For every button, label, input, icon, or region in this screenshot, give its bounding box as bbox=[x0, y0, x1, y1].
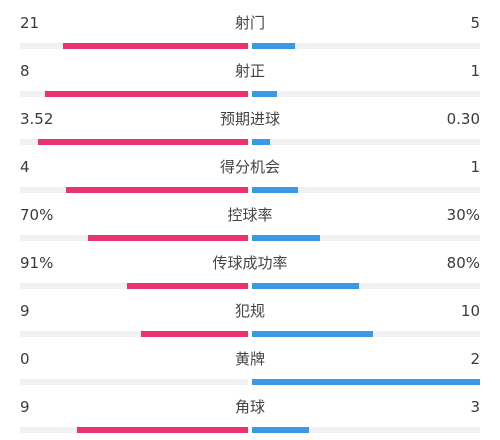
away-bar bbox=[252, 379, 480, 385]
home-bar bbox=[45, 91, 248, 97]
home-bar bbox=[63, 43, 248, 49]
away-bar bbox=[252, 91, 277, 97]
stat-label: 角球 bbox=[234, 398, 265, 416]
home-value: 9 bbox=[20, 398, 30, 416]
away-bar bbox=[252, 187, 298, 193]
home-bar bbox=[127, 283, 248, 289]
home-bar bbox=[77, 427, 248, 433]
stat-row-yellow-cards: 0 黄牌 2 bbox=[0, 340, 500, 388]
home-value: 9 bbox=[20, 302, 30, 320]
home-value: 4 bbox=[20, 158, 30, 176]
stat-row-scoring-chances: 4 得分机会 1 bbox=[0, 148, 500, 196]
stat-row-corners: 9 角球 3 bbox=[0, 388, 500, 436]
away-bar bbox=[252, 43, 295, 49]
home-bar-track bbox=[20, 139, 248, 145]
away-bar bbox=[252, 235, 320, 241]
away-bar-track bbox=[252, 139, 480, 145]
home-bar-track bbox=[20, 283, 248, 289]
stat-row-shots: 21 射门 5 bbox=[0, 4, 500, 52]
stat-label: 控球率 bbox=[227, 206, 273, 224]
stat-label: 射正 bbox=[234, 62, 265, 80]
home-value: 3.52 bbox=[20, 110, 54, 128]
away-bar bbox=[252, 331, 373, 337]
home-bar-track bbox=[20, 235, 248, 241]
away-bar-track bbox=[252, 427, 480, 433]
home-value: 91% bbox=[20, 254, 54, 272]
away-value: 30% bbox=[446, 206, 480, 224]
home-bar bbox=[141, 331, 248, 337]
stat-label: 传球成功率 bbox=[212, 254, 288, 272]
away-value: 2 bbox=[470, 350, 480, 368]
away-bar-track bbox=[252, 283, 480, 289]
away-value: 5 bbox=[470, 14, 480, 32]
stat-label: 黄牌 bbox=[234, 350, 265, 368]
home-bar-track bbox=[20, 91, 248, 97]
stat-row-fouls: 9 犯规 10 bbox=[0, 292, 500, 340]
away-bar bbox=[252, 283, 359, 289]
stat-row-shots-on-target: 8 射正 1 bbox=[0, 52, 500, 100]
away-bar-track bbox=[252, 379, 480, 385]
away-value: 3 bbox=[470, 398, 480, 416]
away-bar bbox=[252, 427, 309, 433]
away-bar-track bbox=[252, 235, 480, 241]
stat-row-pass-accuracy: 91% 传球成功率 80% bbox=[0, 244, 500, 292]
away-bar-track bbox=[252, 331, 480, 337]
home-value: 0 bbox=[20, 350, 30, 368]
home-value: 21 bbox=[20, 14, 40, 32]
home-bar bbox=[88, 235, 248, 241]
stat-label: 预期进球 bbox=[219, 110, 280, 128]
away-value: 1 bbox=[470, 62, 480, 80]
away-bar bbox=[252, 139, 270, 145]
away-bar-track bbox=[252, 187, 480, 193]
home-bar bbox=[66, 187, 248, 193]
away-value: 10 bbox=[460, 302, 480, 320]
home-value: 70% bbox=[20, 206, 54, 224]
away-value: 0.30 bbox=[446, 110, 480, 128]
home-bar-track bbox=[20, 427, 248, 433]
home-bar-track bbox=[20, 331, 248, 337]
home-bar-track bbox=[20, 379, 248, 385]
home-bar bbox=[38, 139, 248, 145]
away-value: 80% bbox=[446, 254, 480, 272]
home-value: 8 bbox=[20, 62, 30, 80]
away-bar-track bbox=[252, 43, 480, 49]
stat-label: 射门 bbox=[234, 14, 265, 32]
home-bar-track bbox=[20, 43, 248, 49]
stat-label: 犯规 bbox=[234, 302, 265, 320]
stat-row-expected-goals: 3.52 预期进球 0.30 bbox=[0, 100, 500, 148]
home-bar-track bbox=[20, 187, 248, 193]
away-bar-track bbox=[252, 91, 480, 97]
stat-row-possession: 70% 控球率 30% bbox=[0, 196, 500, 244]
away-value: 1 bbox=[470, 158, 480, 176]
stat-label: 得分机会 bbox=[219, 158, 280, 176]
